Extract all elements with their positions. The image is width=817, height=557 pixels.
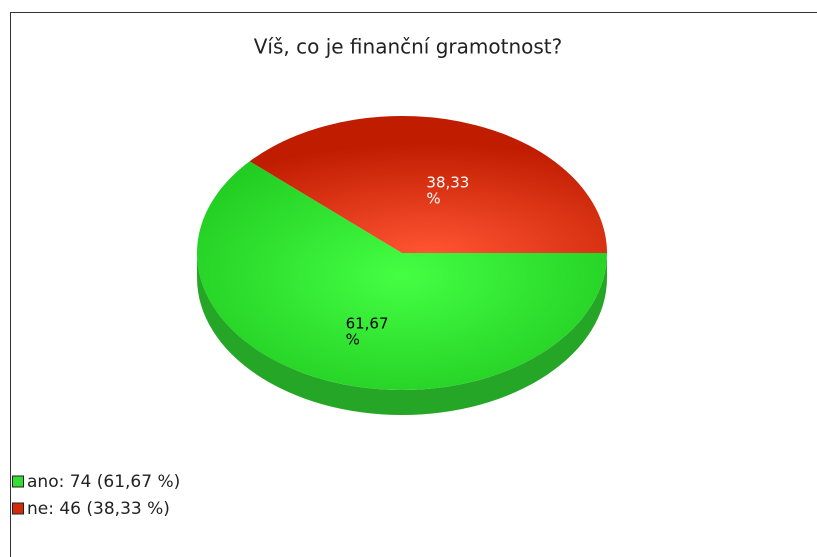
slice-label: 38,33% xyxy=(426,173,469,207)
legend-swatch xyxy=(12,502,24,515)
slice-label-line: % xyxy=(426,189,440,207)
legend-label: ano: 74 (61,67 %) xyxy=(27,472,180,492)
slice-side xyxy=(197,253,607,415)
slice xyxy=(196,161,607,391)
slice-label-line: % xyxy=(346,330,360,348)
slice-label: 61,67% xyxy=(346,314,389,348)
slice-label-line: 38,33 xyxy=(426,173,469,191)
slice-label-line: 61,67 xyxy=(346,314,389,332)
legend-label: ne: 46 (38,33 %) xyxy=(27,499,170,519)
chart-title: Víš, co je finanční gramotnost? xyxy=(254,35,563,59)
slice xyxy=(249,116,608,254)
legend-swatch xyxy=(12,475,24,488)
